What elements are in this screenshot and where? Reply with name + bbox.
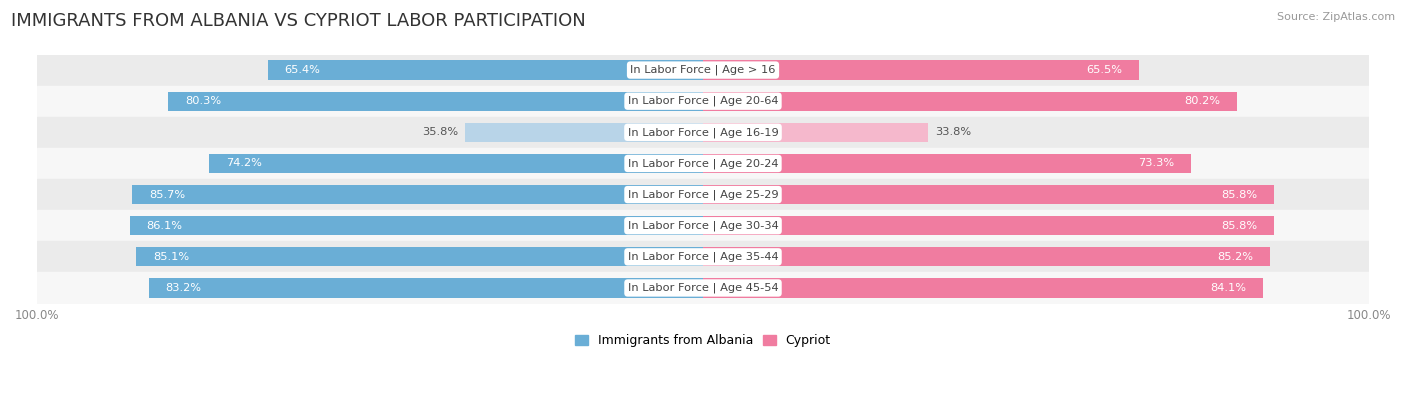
Text: 85.7%: 85.7% [149,190,186,199]
Text: In Labor Force | Age 35-44: In Labor Force | Age 35-44 [627,252,779,262]
Bar [703,216,1274,235]
Text: In Labor Force | Age > 16: In Labor Force | Age > 16 [630,65,776,75]
Bar [136,247,703,267]
Bar [703,185,1274,204]
Bar [37,210,1369,241]
Text: 65.4%: 65.4% [284,65,321,75]
Text: 84.1%: 84.1% [1211,283,1246,293]
Text: 83.2%: 83.2% [166,283,201,293]
Bar [703,123,928,142]
Text: In Labor Force | Age 20-24: In Labor Force | Age 20-24 [627,158,779,169]
Text: In Labor Force | Age 20-64: In Labor Force | Age 20-64 [627,96,779,106]
Bar [209,154,703,173]
Text: Source: ZipAtlas.com: Source: ZipAtlas.com [1277,12,1395,22]
Bar [169,92,703,111]
Text: IMMIGRANTS FROM ALBANIA VS CYPRIOT LABOR PARTICIPATION: IMMIGRANTS FROM ALBANIA VS CYPRIOT LABOR… [11,12,586,30]
Bar [703,60,1139,80]
Bar [37,117,1369,148]
Text: In Labor Force | Age 25-29: In Labor Force | Age 25-29 [627,189,779,200]
Bar [149,278,703,297]
Text: 80.3%: 80.3% [186,96,221,106]
Bar [703,247,1270,267]
Text: 73.3%: 73.3% [1139,158,1174,168]
Bar [129,216,703,235]
Text: In Labor Force | Age 45-54: In Labor Force | Age 45-54 [627,283,779,293]
Text: 85.8%: 85.8% [1222,190,1257,199]
Bar [37,179,1369,210]
Text: 74.2%: 74.2% [225,158,262,168]
Bar [267,60,703,80]
Bar [37,148,1369,179]
Bar [703,154,1191,173]
Bar [703,92,1237,111]
Legend: Immigrants from Albania, Cypriot: Immigrants from Albania, Cypriot [571,329,835,352]
Bar [37,86,1369,117]
Bar [464,123,703,142]
Text: 80.2%: 80.2% [1184,96,1220,106]
Text: 86.1%: 86.1% [146,221,183,231]
Text: 85.1%: 85.1% [153,252,190,262]
Bar [132,185,703,204]
Text: 85.8%: 85.8% [1222,221,1257,231]
Text: 35.8%: 35.8% [422,127,458,137]
Text: In Labor Force | Age 30-34: In Labor Force | Age 30-34 [627,220,779,231]
Text: In Labor Force | Age 16-19: In Labor Force | Age 16-19 [627,127,779,137]
Bar [37,55,1369,86]
Text: 65.5%: 65.5% [1087,65,1122,75]
Text: 33.8%: 33.8% [935,127,970,137]
Text: 85.2%: 85.2% [1218,252,1254,262]
Bar [703,278,1263,297]
Bar [37,273,1369,303]
Bar [37,241,1369,273]
